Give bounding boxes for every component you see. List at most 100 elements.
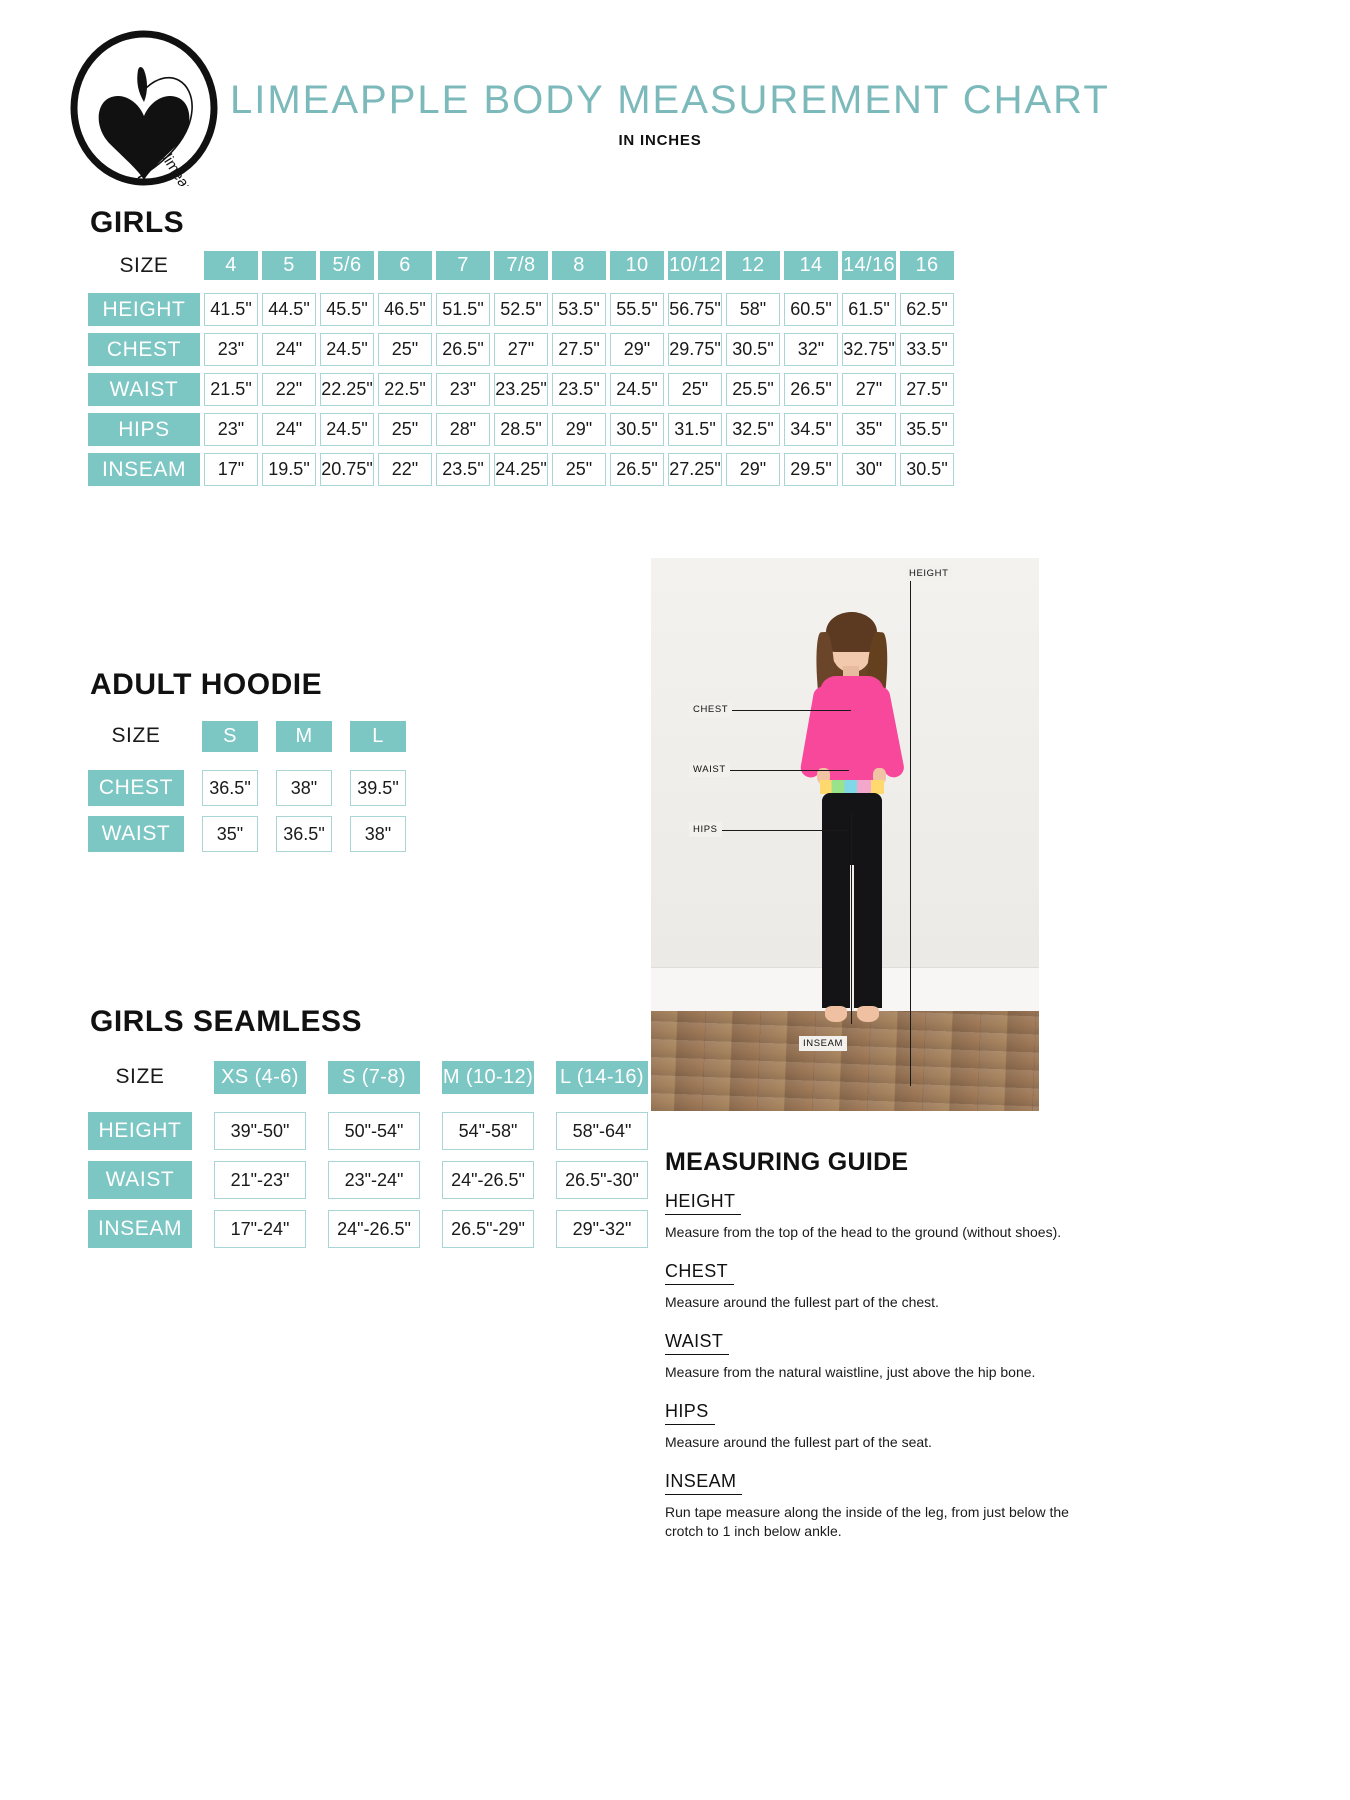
seamless-cell: 39"-50"	[214, 1112, 306, 1150]
girls-cell: 17"	[204, 453, 258, 486]
girls-cell: 23.25"	[494, 373, 548, 406]
girls-cell: 30.5"	[900, 453, 954, 486]
girls-cell: 29"	[726, 453, 780, 486]
girls-cell: 21.5"	[204, 373, 258, 406]
girls-cell: 19.5"	[262, 453, 316, 486]
hoodie-size-col: S	[202, 720, 258, 752]
seamless-cell: 24"-26.5"	[442, 1161, 534, 1199]
seamless-size-col: M (10-12)	[442, 1060, 534, 1094]
girls-cell: 34.5"	[784, 413, 838, 446]
girls-size-table: SIZE 4 5 5/6 6 7 7/8 8 10 10/12 12 14 14…	[88, 205, 954, 493]
girls-size-label: SIZE	[119, 253, 169, 277]
photo-label-height: HEIGHT	[905, 566, 953, 581]
girls-cell: 35"	[842, 413, 896, 446]
hoodie-cell: 35"	[202, 816, 258, 852]
girls-row-label: HEIGHT	[88, 293, 200, 326]
chest-measure-line	[699, 710, 851, 712]
hoodie-header-row: SIZE S M L	[88, 718, 406, 754]
girls-size-col: 12	[726, 251, 780, 280]
photo-label-inseam: INSEAM	[799, 1036, 848, 1051]
hips-measure-line	[699, 830, 847, 832]
model-waistband	[820, 780, 884, 794]
girls-cell: 23.5"	[436, 453, 490, 486]
girls-seamless-size-table: SIZE XS (4-6) S (7-8) M (10-12) L (14-16…	[88, 1058, 648, 1259]
seamless-cell: 21"-23"	[214, 1161, 306, 1199]
seamless-cell: 29"-32"	[556, 1210, 648, 1248]
measuring-guide: MEASURING GUIDE HEIGHT Measure from the …	[665, 1148, 1105, 1560]
girls-cell: 26.5"	[436, 333, 490, 366]
girls-cell: 29.5"	[784, 453, 838, 486]
seamless-row-label: INSEAM	[88, 1210, 192, 1248]
limeapple-logo: limeapple	[66, 30, 222, 186]
girls-size-col: 8	[552, 251, 606, 280]
girls-cell: 51.5"	[436, 293, 490, 326]
girls-row-label: CHEST	[88, 333, 200, 366]
seamless-cell: 50"-54"	[328, 1112, 420, 1150]
girls-cell: 29"	[610, 333, 664, 366]
measuring-guide-title: MEASURING GUIDE	[665, 1148, 909, 1176]
girls-cell: 62.5"	[900, 293, 954, 326]
girls-cell: 55.5"	[610, 293, 664, 326]
guide-item-hips: HIPS Measure around the fullest part of …	[665, 1401, 1105, 1453]
guide-term: HEIGHT	[665, 1191, 742, 1215]
girls-cell: 24.25"	[494, 453, 548, 486]
seamless-size-col: S (7-8)	[328, 1060, 420, 1094]
girls-cell: 52.5"	[494, 293, 548, 326]
girls-cell: 61.5"	[842, 293, 896, 326]
hoodie-cell: 39.5"	[350, 770, 406, 806]
section-title-girls-seamless: GIRLS SEAMLESS	[90, 1005, 363, 1038]
girls-size-col: 14	[784, 251, 838, 280]
guide-term: WAIST	[665, 1331, 730, 1355]
girls-cell: 22.25"	[320, 373, 374, 406]
table-row: HIPS 23" 24" 24.5" 25" 28" 28.5" 29" 30.…	[88, 413, 954, 446]
guide-desc: Run tape measure along the inside of the…	[665, 1503, 1069, 1540]
seamless-cell: 24"-26.5"	[328, 1210, 420, 1248]
girls-cell: 22"	[262, 373, 316, 406]
girls-cell: 23"	[436, 373, 490, 406]
girls-cell: 24"	[262, 413, 316, 446]
seamless-cell: 17"-24"	[214, 1210, 306, 1248]
table-row: CHEST 36.5" 38" 39.5"	[88, 770, 406, 806]
girls-cell: 44.5"	[262, 293, 316, 326]
guide-item-height: HEIGHT Measure from the top of the head …	[665, 1191, 1105, 1243]
table-row: INSEAM 17" 19.5" 20.75" 22" 23.5" 24.25"…	[88, 453, 954, 486]
table-row: INSEAM 17"-24" 24"-26.5" 26.5"-29" 29"-3…	[88, 1210, 648, 1248]
girls-cell: 23.5"	[552, 373, 606, 406]
table-row: HEIGHT 41.5" 44.5" 45.5" 46.5" 51.5" 52.…	[88, 293, 954, 326]
girls-cell: 30.5"	[726, 333, 780, 366]
girls-cell: 24.5"	[320, 413, 374, 446]
model-figure	[799, 610, 906, 1065]
girls-size-col: 16	[900, 251, 954, 280]
girls-cell: 29.75"	[668, 333, 722, 366]
girls-cell: 26.5"	[784, 373, 838, 406]
girls-row-label: INSEAM	[88, 453, 200, 486]
girls-cell: 30"	[842, 453, 896, 486]
inseam-measure-line	[851, 812, 853, 1024]
model-foot-right	[857, 1006, 879, 1022]
girls-cell: 29"	[552, 413, 606, 446]
hoodie-size-label: SIZE	[111, 724, 161, 747]
hoodie-cell: 38"	[350, 816, 406, 852]
section-title-girls: GIRLS	[90, 206, 185, 239]
seamless-size-label: SIZE	[115, 1065, 165, 1088]
girls-size-col: 7/8	[494, 251, 548, 280]
girls-size-col: 5/6	[320, 251, 374, 280]
girls-cell: 58"	[726, 293, 780, 326]
girls-size-col: 5	[262, 251, 316, 280]
girls-cell: 32"	[784, 333, 838, 366]
table-row: CHEST 23" 24" 24.5" 25" 26.5" 27" 27.5" …	[88, 333, 954, 366]
waist-measure-line	[699, 770, 849, 772]
girls-cell: 28.5"	[494, 413, 548, 446]
girls-cell: 31.5"	[668, 413, 722, 446]
hoodie-size-col: M	[276, 720, 332, 752]
girls-cell: 27.25"	[668, 453, 722, 486]
girls-cell: 27"	[494, 333, 548, 366]
page-header: limeapple LIMEAPPLE BODY MEASUREMENT CHA…	[0, 0, 1350, 195]
girls-cell: 27.5"	[552, 333, 606, 366]
hoodie-size-col: L	[350, 720, 406, 752]
girls-cell: 25"	[378, 413, 432, 446]
model-pink-top	[820, 676, 884, 786]
guide-term: HIPS	[665, 1401, 715, 1425]
girls-row-label: HIPS	[88, 413, 200, 446]
